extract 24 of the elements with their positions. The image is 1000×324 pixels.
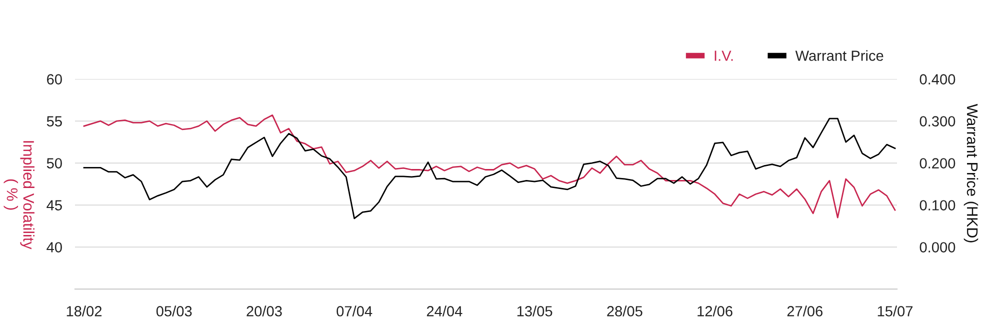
y2-tick-label: 0.300: [920, 116, 956, 126]
x-tick-label: 24/04: [426, 306, 462, 316]
legend-label: I.V.: [714, 50, 733, 61]
x-tick-label: 05/03: [156, 306, 192, 316]
x-tick-label: 28/05: [607, 306, 642, 316]
y-tick-label: 45: [46, 200, 62, 210]
y-tick-label: 60: [47, 74, 62, 84]
x-tick-label: 15/07: [878, 306, 913, 316]
x-tick-label: 13/05: [517, 306, 552, 316]
y2-axis-title: Warrant Price (HKD): [964, 104, 978, 242]
legend-label: Warrant Price: [795, 50, 884, 61]
x-tick-label: 20/03: [246, 306, 282, 316]
x-tick-label: 07/04: [336, 306, 372, 316]
y-tick-label: 55: [46, 116, 62, 126]
y2-tick-label: 0.200: [920, 158, 956, 168]
y-tick-label: 40: [46, 242, 62, 252]
y2-tick-label: 0.400: [920, 74, 956, 84]
x-tick-label: 12/06: [698, 306, 732, 316]
y-axis-title: Implied Volatility ( % ): [4, 141, 34, 250]
x-tick-label: 27/06: [787, 306, 822, 316]
x-tick-label: 18/02: [66, 306, 102, 316]
y2-tick-label: 0.000: [920, 242, 956, 252]
y-tick-label: 50: [46, 158, 62, 168]
y2-tick-label: 0.100: [920, 200, 956, 210]
